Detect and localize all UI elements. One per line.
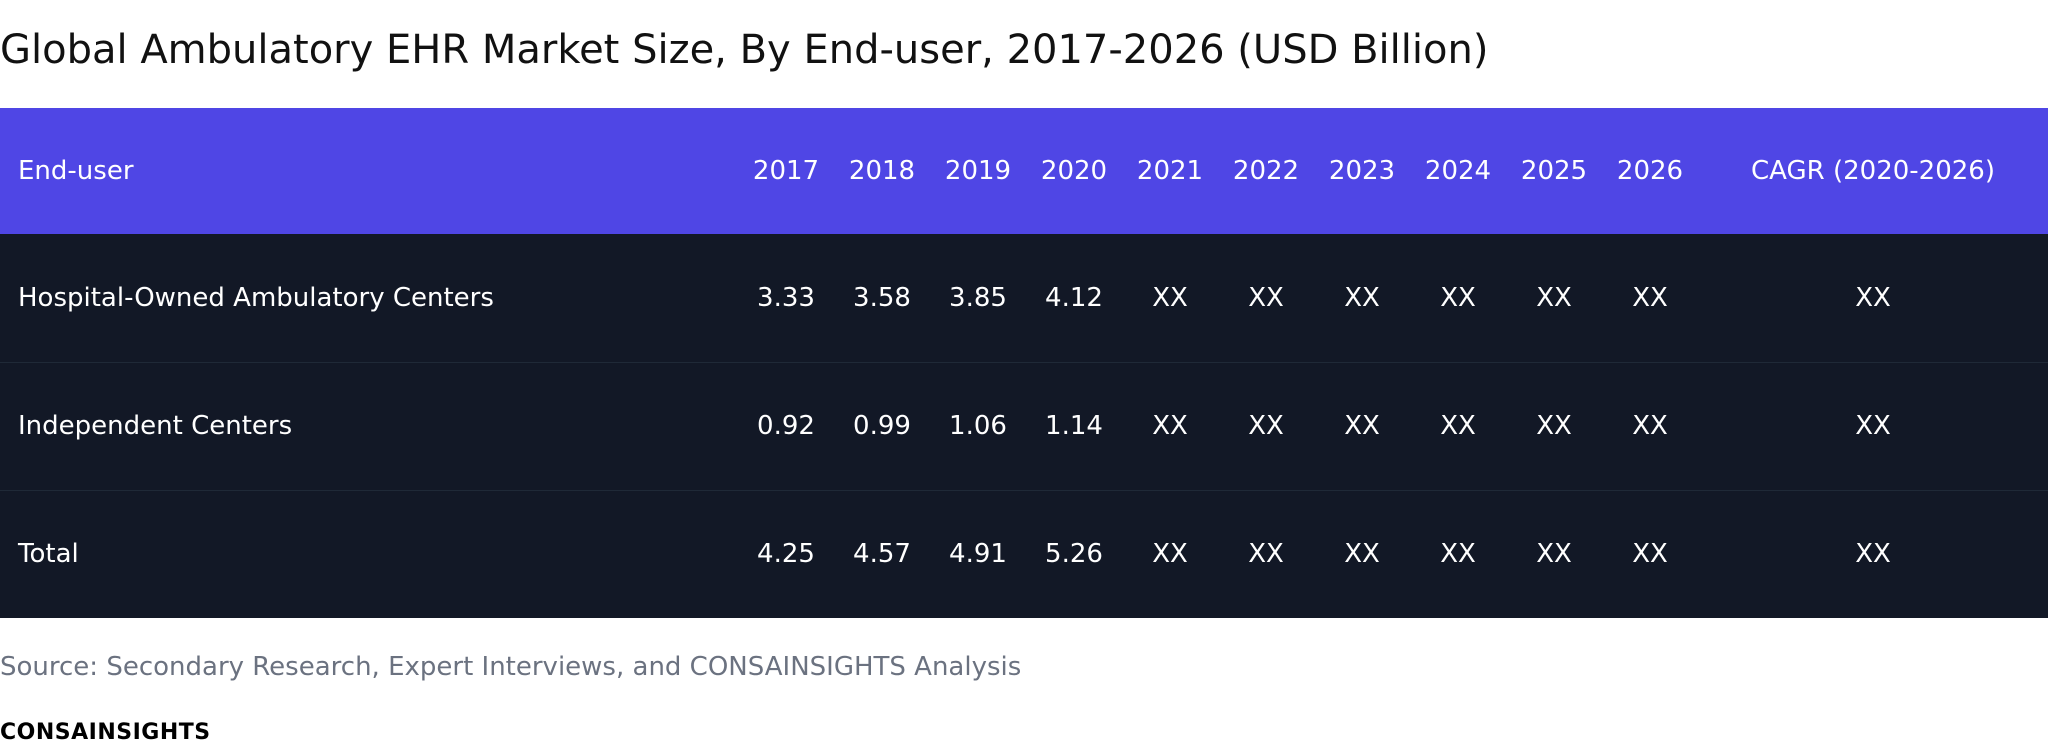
table-cell: 3.58 xyxy=(853,282,911,313)
table-cell: 0.99 xyxy=(834,361,930,490)
header-cell-2020: 2020 xyxy=(1040,156,1108,186)
header-cell-2026: 2026 xyxy=(1616,156,1684,186)
table-cell: 0.92 xyxy=(738,361,834,490)
header-cell-2017: 2017 xyxy=(752,156,820,186)
table-cell: 3.85 xyxy=(949,282,1007,313)
table-cell: XX xyxy=(1218,489,1314,618)
table-cell: XX xyxy=(1314,489,1410,618)
table-cell: XX xyxy=(1122,489,1218,618)
table-cell: 3.33 xyxy=(757,282,815,313)
table-cell: 4.91 xyxy=(930,489,1026,618)
row-label: Total xyxy=(0,489,738,618)
table-row: Independent Centers 0.92 0.99 1.06 1.14 … xyxy=(0,361,2048,490)
header-cell-cagr: CAGR (2020-2026) xyxy=(1751,156,1995,186)
header-cell-2025: 2025 xyxy=(1520,156,1588,186)
row-label: Hospital-Owned Ambulatory Centers xyxy=(18,282,494,313)
header-cell-2022: 2022 xyxy=(1232,156,1300,186)
table-row: Hospital-Owned Ambulatory Centers 3.33 3… xyxy=(0,234,2048,362)
table-cell: 5.26 xyxy=(1026,489,1122,618)
table-cell: 4.57 xyxy=(834,489,930,618)
header-cell-2024: 2024 xyxy=(1424,156,1492,186)
table-cell: XX xyxy=(1248,282,1284,313)
table-cell: XX xyxy=(1218,361,1314,490)
table-cell: XX xyxy=(1152,282,1188,313)
table-cell: XX xyxy=(1410,489,1506,618)
table-cell: XX xyxy=(1344,282,1380,313)
table-cell: XX xyxy=(1536,282,1572,313)
table-cell: XX xyxy=(1410,361,1506,490)
header-cell-2018: 2018 xyxy=(848,156,916,186)
table-cell: XX xyxy=(1314,361,1410,490)
table-cell: XX xyxy=(1632,282,1668,313)
market-size-table: End-user 2017 2018 2019 2020 2021 2022 2… xyxy=(0,108,2048,618)
header-cell-end-user: End-user xyxy=(18,156,134,186)
row-label: Independent Centers xyxy=(0,361,738,490)
page-title: Global Ambulatory EHR Market Size, By En… xyxy=(0,27,1489,73)
table-cell-cagr: XX xyxy=(1698,361,2048,490)
table-cell: 4.25 xyxy=(738,489,834,618)
brand-logo: CONSAINSIGHTS xyxy=(0,720,211,745)
header-cell-2023: 2023 xyxy=(1328,156,1396,186)
table-cell: 1.06 xyxy=(930,361,1026,490)
source-note: Source: Secondary Research, Expert Inter… xyxy=(0,652,1022,682)
table-cell: XX xyxy=(1440,282,1476,313)
table-cell: 4.12 xyxy=(1045,282,1103,313)
table-cell: 1.14 xyxy=(1026,361,1122,490)
table-cell: XX xyxy=(1602,489,1698,618)
header-cell-2021: 2021 xyxy=(1136,156,1204,186)
table-header-row: End-user 2017 2018 2019 2020 2021 2022 2… xyxy=(0,108,2048,234)
table-cell: XX xyxy=(1506,489,1602,618)
table-cell: XX xyxy=(1602,361,1698,490)
header-cell-2019: 2019 xyxy=(944,156,1012,186)
table-row-total: Total 4.25 4.57 4.91 5.26 XX XX XX XX XX… xyxy=(0,489,2048,618)
table-cell: XX xyxy=(1506,361,1602,490)
table-cell-cagr: XX xyxy=(1855,282,1891,313)
table-cell-cagr: XX xyxy=(1698,489,2048,618)
table-cell: XX xyxy=(1122,361,1218,490)
